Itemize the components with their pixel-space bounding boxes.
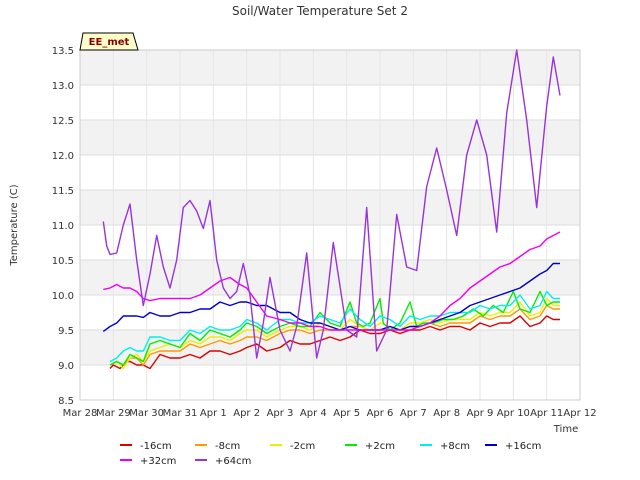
grid-band (80, 120, 580, 155)
series-line-16cm (102, 262, 560, 332)
series-lines (102, 49, 561, 370)
x-tick-label: Apr 7 (400, 408, 427, 419)
series-line-8cm (109, 290, 560, 363)
legend-item-32cm: +32cm (120, 456, 176, 467)
plot-area-border (79, 49, 581, 401)
legend-label: +32cm (140, 456, 176, 467)
legend-label: +64cm (215, 456, 251, 467)
x-tick-label: Apr 8 (433, 408, 460, 419)
x-tick-label: Apr 4 (300, 408, 327, 419)
y-tick-label: 8.5 (58, 396, 74, 407)
series-line-32cm (103, 231, 561, 331)
x-axis-title: Time (553, 424, 578, 435)
x-tick-label: Apr 5 (333, 408, 360, 419)
legend-label: +8cm (440, 441, 470, 452)
x-tick-label: Apr 9 (467, 408, 494, 419)
grid-bands (80, 50, 580, 365)
legend-item-8cm: -8cm (195, 441, 240, 452)
x-tick-label: Apr 6 (367, 408, 394, 419)
y-axis-title: Temperature (C) (9, 184, 20, 266)
x-tick-label: Apr 2 (233, 408, 260, 419)
x-tick-label: Apr 1 (200, 408, 227, 419)
site-badge-label: EE_met (89, 37, 130, 48)
x-tick-label: Mar 31 (163, 408, 198, 419)
series-line-16cm (109, 315, 560, 370)
y-tick-label: 13.5 (52, 46, 74, 57)
legend-label: +16cm (505, 441, 541, 452)
grid-band (80, 50, 580, 85)
legend-item-2cm: -2cm (270, 441, 315, 452)
y-tick-label: 9.0 (58, 361, 74, 372)
legend-label: -16cm (140, 441, 172, 452)
legend-label: -8cm (215, 441, 240, 452)
legend-item-8cm: +8cm (420, 441, 470, 452)
legend: -16cm -8cm -2cm +2cm +8cm +16cm +32cm +64cm (120, 441, 541, 467)
grid-band (80, 330, 580, 365)
y-tick-label: 12.0 (52, 151, 74, 162)
grid-band (80, 190, 580, 225)
series-line-2cm (109, 290, 560, 366)
y-tick-label: 11.0 (52, 221, 74, 232)
y-tick-labels: 8.5 9.0 9.5 10.0 10.5 11.0 11.5 12.0 12.5 13.0 13.… (52, 46, 74, 407)
x-tick-label: Apr 10 (497, 408, 530, 419)
legend-item-64cm: +64cm (195, 456, 251, 467)
x-tick-label: Mar 28 (63, 408, 98, 419)
y-tick-label: 12.5 (52, 116, 74, 127)
y-tick-label: 13.0 (52, 81, 74, 92)
x-tick-label: Mar 30 (129, 408, 164, 419)
series-line-64cm (102, 49, 561, 359)
legend-item-16cm: +16cm (485, 441, 541, 452)
site-badge-box (79, 32, 139, 51)
y-tick-label: 10.0 (52, 291, 74, 302)
x-tick-label: Apr 11 (530, 408, 563, 419)
legend-item-2cm: +2cm (345, 441, 395, 452)
x-tick-label: Apr 12 (563, 408, 596, 419)
y-tick-label: 11.5 (52, 186, 74, 197)
x-tick-label: Mar 29 (96, 408, 131, 419)
y-tick-label: 10.5 (52, 256, 74, 267)
y-tick-label: 9.5 (58, 326, 74, 337)
site-badge: EE_met (79, 32, 139, 51)
legend-label: -2cm (290, 441, 315, 452)
chart-title: Soil/Water Temperature Set 2 (232, 4, 408, 18)
legend-item-16cm: -16cm (120, 441, 172, 452)
x-tick-label: Apr 3 (267, 408, 294, 419)
legend-label: +2cm (365, 441, 395, 452)
